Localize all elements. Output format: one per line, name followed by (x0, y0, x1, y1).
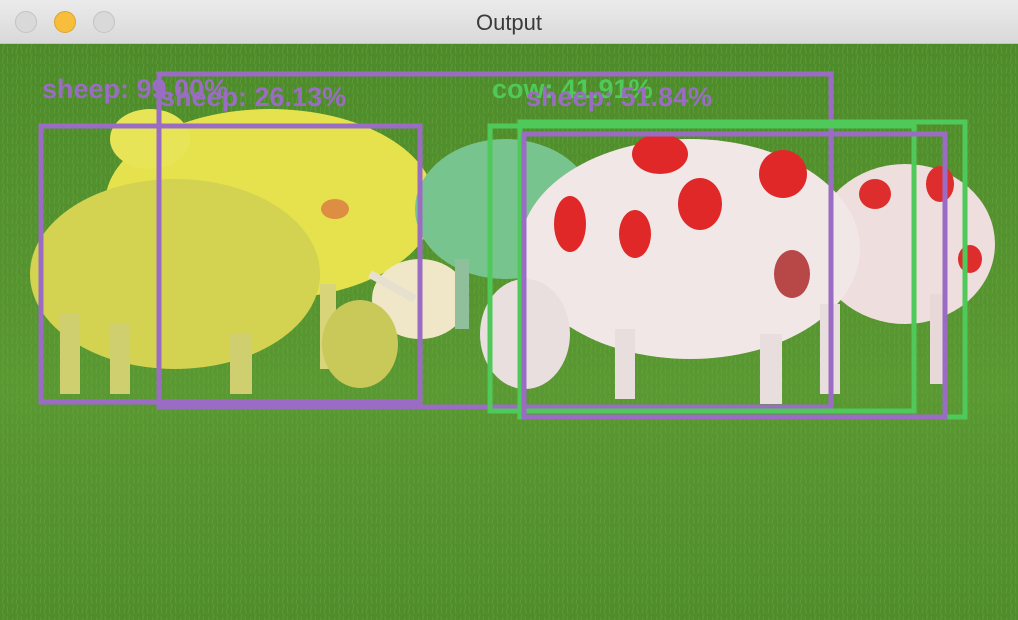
sheep-front-yellow (30, 179, 398, 394)
title-bar[interactable]: Output (0, 0, 1018, 44)
sheep-right-pink (815, 164, 995, 384)
window-title: Output (475, 10, 543, 35)
detection-label-cow: cow: 41.91% (492, 74, 653, 104)
detection-box-sheep-26 (156, 71, 834, 410)
close-button[interactable] (15, 11, 37, 33)
detection-canvas: sheep: 99.00% sheep: 26.13% cow: 41.91% … (0, 44, 1018, 620)
minimize-button[interactable] (54, 11, 76, 33)
zoom-button[interactable] (93, 11, 115, 33)
detection-box-sheep-51 (521, 131, 948, 420)
detection-image: sheep: 99.00% sheep: 26.13% cow: 41.91% … (0, 44, 1018, 620)
detection-box-sheep-99 (38, 123, 423, 405)
detection-box-cow (487, 123, 917, 414)
detection-label-sheep-99: sheep: 99.00% (42, 74, 228, 104)
detection-label-sheep-51: sheep: 51.84% (526, 82, 712, 112)
detection-label-sheep-26: sheep: 26.13% (160, 82, 346, 112)
